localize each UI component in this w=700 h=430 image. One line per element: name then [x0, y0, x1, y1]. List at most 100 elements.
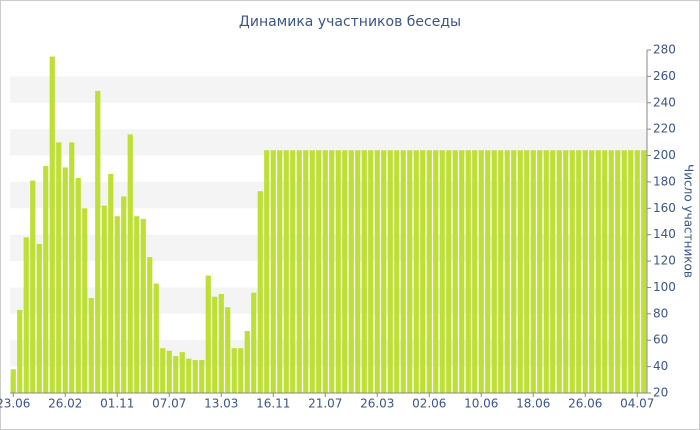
y-tick-label: 100 — [653, 280, 676, 294]
bar — [296, 150, 302, 393]
bar — [595, 150, 601, 393]
bar — [231, 348, 237, 393]
x-tick-label: 16.11 — [256, 397, 290, 411]
bar — [420, 150, 426, 393]
bar — [582, 150, 588, 393]
bar — [361, 150, 367, 393]
bar — [335, 150, 341, 393]
bar — [517, 150, 523, 393]
bar — [387, 150, 393, 393]
x-tick-label: 26.03 — [360, 397, 394, 411]
x-tick-label: 10.06 — [464, 397, 498, 411]
x-tick-label: 02.06 — [412, 397, 446, 411]
x-tick-label: 26.02 — [48, 397, 82, 411]
bar — [186, 358, 192, 393]
bar — [303, 150, 309, 393]
bar — [134, 216, 140, 393]
y-tick-label: 220 — [653, 122, 676, 136]
bar — [472, 150, 478, 393]
bar — [400, 150, 406, 393]
bar — [316, 150, 322, 393]
bar — [322, 150, 328, 393]
bar — [179, 352, 185, 393]
bar — [160, 348, 166, 393]
bar — [368, 150, 374, 393]
bar — [62, 167, 68, 393]
bar — [17, 309, 23, 393]
bar — [478, 150, 484, 393]
bar — [270, 150, 276, 393]
bar — [212, 296, 218, 393]
bar — [355, 150, 361, 393]
y-tick-label: 40 — [653, 359, 668, 373]
bar — [504, 150, 510, 393]
bar — [277, 150, 283, 393]
bar — [49, 56, 55, 393]
bar — [537, 150, 543, 393]
x-tick-label: 18.06 — [516, 397, 550, 411]
x-tick-label: 13.03 — [204, 397, 238, 411]
bar — [121, 196, 127, 393]
bar — [95, 90, 101, 394]
bar — [446, 150, 452, 393]
x-tick-label: 23.06 — [0, 397, 30, 411]
bar — [589, 150, 595, 393]
bar — [30, 180, 36, 393]
bar — [498, 150, 504, 393]
y-tick-label: 60 — [653, 333, 668, 347]
bar — [69, 142, 75, 393]
bar — [342, 150, 348, 393]
bar — [218, 294, 224, 393]
bar — [543, 150, 549, 393]
bar — [257, 191, 263, 393]
bar — [348, 150, 354, 393]
bar — [329, 150, 335, 393]
grid-band — [10, 76, 647, 103]
bar — [153, 283, 159, 393]
bar — [225, 307, 231, 393]
y-tick-label: 80 — [653, 306, 668, 320]
bar — [114, 216, 120, 393]
y-axis-title: Число участников — [682, 164, 696, 278]
y-tick-label: 240 — [653, 95, 676, 109]
bar — [563, 150, 569, 393]
y-tick-label: 280 — [653, 43, 676, 57]
bar — [576, 150, 582, 393]
x-tick-label: 07.07 — [152, 397, 186, 411]
bar — [166, 350, 172, 393]
bar — [192, 360, 198, 393]
bar — [394, 150, 400, 393]
bar — [238, 348, 244, 393]
bar — [569, 150, 575, 393]
bar — [23, 237, 29, 393]
bar — [491, 150, 497, 393]
bar — [602, 150, 608, 393]
bar — [426, 150, 432, 393]
bar — [56, 142, 62, 393]
bar — [251, 292, 257, 393]
y-tick-label: 160 — [653, 201, 676, 215]
bar — [264, 150, 270, 393]
y-tick-label: 200 — [653, 148, 676, 162]
bar — [199, 360, 205, 393]
bar — [628, 150, 634, 393]
bar — [82, 208, 88, 393]
x-tick-label: 04.07 — [620, 397, 654, 411]
bar — [108, 174, 114, 393]
bar — [524, 150, 530, 393]
bar — [205, 275, 211, 393]
bar — [283, 150, 289, 393]
bar — [75, 177, 81, 393]
bar — [374, 150, 380, 393]
bar — [407, 150, 413, 393]
bar — [439, 150, 445, 393]
y-tick-label: 120 — [653, 254, 676, 268]
bar — [433, 150, 439, 393]
bar — [127, 134, 133, 393]
bar — [485, 150, 491, 393]
x-tick-label: 26.06 — [568, 397, 602, 411]
bar — [641, 150, 647, 393]
y-tick-label: 260 — [653, 69, 676, 83]
bar — [147, 257, 153, 393]
bar — [452, 150, 458, 393]
